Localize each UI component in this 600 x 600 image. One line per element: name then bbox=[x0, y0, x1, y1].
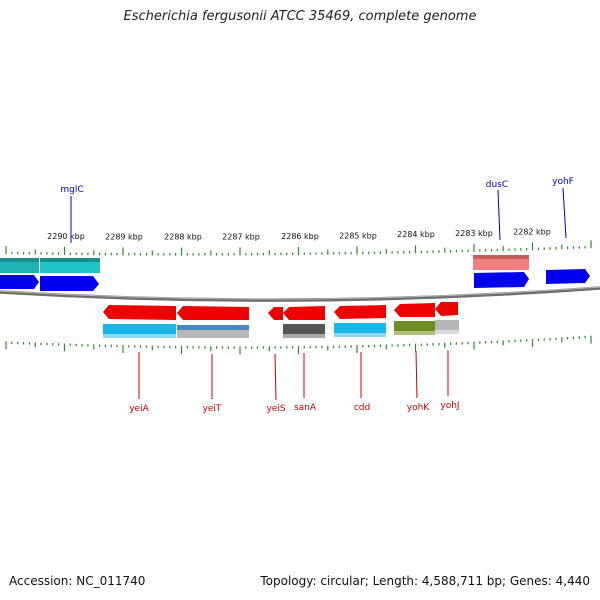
forward-genes bbox=[0, 269, 590, 291]
gene-arrow-mglC bbox=[40, 276, 99, 291]
gene-arrow-yohF bbox=[546, 269, 590, 284]
scale-label: 2288 kbp bbox=[164, 233, 202, 242]
gene-label-yeiT: yeiT bbox=[203, 404, 222, 414]
gene-arrow-dusC bbox=[474, 272, 529, 288]
scale-labels: 2290 kbp 2289 kbp 2288 kbp 2287 kbp 2286 kbp… bbox=[47, 227, 551, 241]
scale-label: 2289 kbp bbox=[105, 232, 143, 241]
accession-text: Accession: NC_011740 bbox=[9, 574, 146, 588]
scale-label: 2283 kbp bbox=[455, 229, 493, 238]
scale-label: 2282 kbp bbox=[513, 227, 551, 236]
genome-backbone bbox=[0, 286, 600, 302]
gene-arrow-cdd bbox=[334, 305, 386, 319]
gene-arrow-yohJ bbox=[435, 302, 458, 316]
gene-arrow-sanA bbox=[283, 306, 325, 320]
gene-label-yohK: yohK bbox=[407, 403, 431, 413]
gene-arrow-yeiA bbox=[103, 305, 176, 320]
forward-cog-bars bbox=[0, 255, 529, 273]
gene-arrow-yeiT bbox=[177, 306, 249, 320]
outer-ticks bbox=[5, 240, 592, 256]
forward-label-lines bbox=[70, 187, 567, 243]
reverse-genes bbox=[103, 302, 458, 320]
gene-label-dusC: dusC bbox=[486, 180, 508, 190]
gene-label-yeiA: yeiA bbox=[129, 404, 149, 414]
reverse-label-lines bbox=[138, 350, 449, 401]
inner-ticks bbox=[5, 335, 592, 355]
gene-label-sanA: sanA bbox=[294, 403, 317, 413]
scale-label: 2286 kbp bbox=[281, 232, 319, 241]
gene-label-yohF: yohF bbox=[552, 177, 574, 187]
gene-label-yohJ: yohJ bbox=[440, 401, 459, 411]
gene-arrow-yohK bbox=[394, 303, 435, 317]
gene-arrow-forward bbox=[0, 275, 39, 289]
scale-label: 2284 kbp bbox=[397, 230, 435, 239]
genome-summary-text: Topology: circular; Length: 4,588,711 bp… bbox=[260, 574, 590, 588]
gene-label-yeiS: yeiS bbox=[266, 404, 285, 414]
gene-label-cdd: cdd bbox=[354, 403, 370, 413]
scale-label: 2285 kbp bbox=[339, 231, 377, 240]
scale-label: 2287 kbp bbox=[222, 232, 260, 241]
reverse-cog-bars bbox=[103, 320, 459, 338]
genome-title: Escherichia fergusonii ATCC 35469, compl… bbox=[123, 9, 477, 24]
scale-label: 2290 kbp bbox=[47, 232, 85, 241]
gene-arrow-yeiS bbox=[268, 307, 283, 320]
gene-label-mglC: mglC bbox=[60, 185, 83, 195]
